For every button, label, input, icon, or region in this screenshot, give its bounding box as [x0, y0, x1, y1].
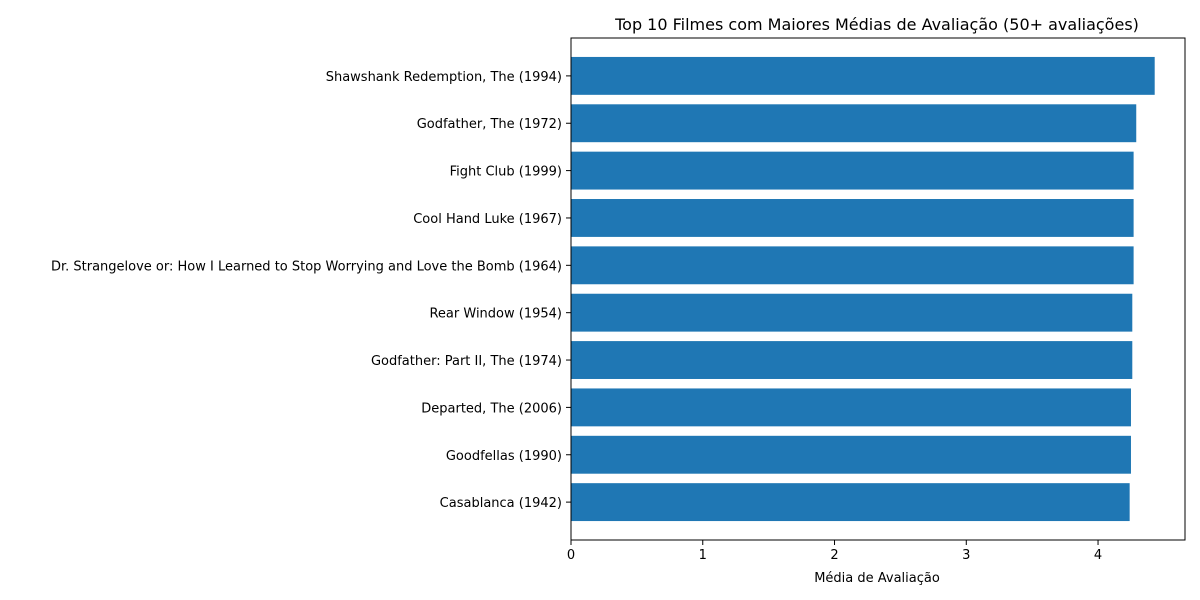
x-axis-ticks: 0 1 2 3 4 — [567, 540, 1102, 563]
category-labels: Shawshank Redemption, The (1994) Godfathe… — [51, 70, 571, 511]
category-label-1: Godfather, The (1972) — [417, 117, 562, 132]
x-tick-label-3: 3 — [962, 548, 970, 563]
bar-0 — [571, 56, 1155, 95]
x-tick-label-0: 0 — [567, 548, 575, 563]
category-label-4: Dr. Strangelove or: How I Learned to Sto… — [51, 259, 562, 274]
category-label-9: Casablanca (1942) — [440, 496, 562, 511]
axes-frame — [570, 37, 1186, 541]
bar-8 — [571, 435, 1131, 474]
category-label-5: Rear Window (1954) — [429, 307, 562, 322]
x-tick-label-4: 4 — [1094, 548, 1102, 563]
x-axis-label: Média de Avaliação — [814, 571, 940, 586]
bar-6 — [571, 341, 1133, 379]
category-label-2: Fight Club (1999) — [450, 165, 562, 180]
axes-border — [570, 37, 1186, 541]
bar-9 — [571, 483, 1130, 522]
category-label-7: Departed, The (2006) — [421, 401, 562, 416]
bars-group — [571, 56, 1155, 522]
bar-7 — [571, 388, 1131, 427]
x-tick-label-2: 2 — [830, 548, 838, 563]
bar-2 — [571, 151, 1134, 190]
category-label-0: Shawshank Redemption, The (1994) — [326, 70, 562, 85]
category-label-3: Cool Hand Luke (1967) — [413, 212, 562, 227]
x-tick-label-1: 1 — [699, 548, 707, 563]
bar-3 — [571, 199, 1134, 237]
category-label-6: Godfather: Part II, The (1974) — [371, 354, 562, 369]
category-label-8: Goodfellas (1990) — [446, 449, 562, 464]
bar-5 — [571, 293, 1133, 332]
chart-title: Top 10 Filmes com Maiores Médias de Aval… — [614, 15, 1139, 34]
bar-1 — [571, 104, 1137, 143]
bar-4 — [571, 246, 1134, 285]
